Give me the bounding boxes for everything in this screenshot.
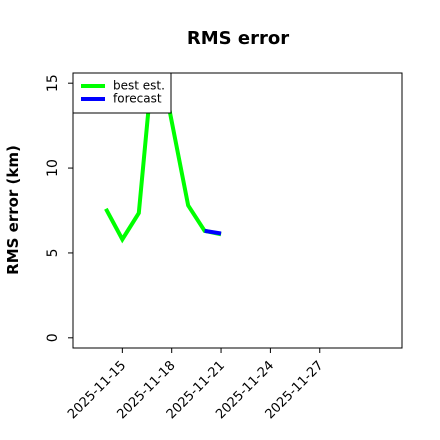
legend-label: forecast	[113, 92, 162, 106]
plot-area	[104, 73, 222, 244]
legend-label: best est.	[113, 79, 165, 93]
chart-title: RMS error	[187, 28, 289, 49]
plot-frame	[72, 72, 403, 349]
y-tick-label: 0	[45, 333, 61, 342]
series-line	[204, 228, 222, 236]
y-tick-label: 5	[45, 248, 61, 257]
y-tick-label: 10	[45, 159, 61, 177]
y-axis-label: RMS error (km)	[4, 145, 22, 275]
series-line	[104, 73, 222, 244]
legend-box	[72, 72, 172, 114]
y-tick-label: 15	[45, 74, 61, 92]
